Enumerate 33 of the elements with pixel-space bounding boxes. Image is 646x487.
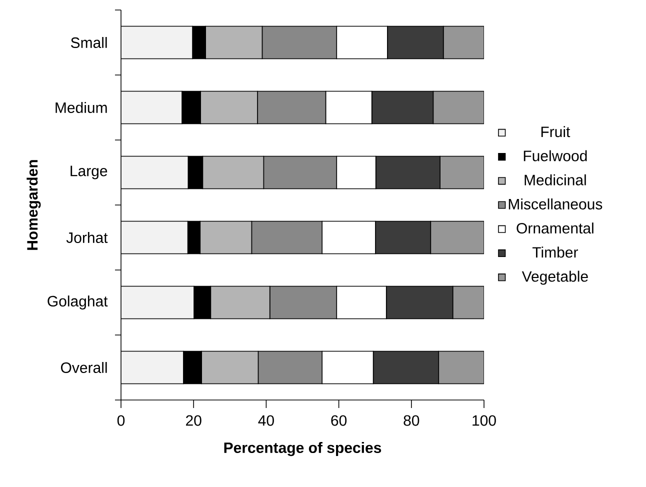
y-tick-label: Golaghat xyxy=(48,296,108,310)
legend-label: Miscellaneous xyxy=(508,198,602,210)
x-tick-label: 80 xyxy=(404,415,420,426)
bar xyxy=(440,156,484,190)
bar xyxy=(121,156,189,190)
legend-label: Fuelwood xyxy=(524,150,587,162)
bar xyxy=(121,90,182,124)
bar xyxy=(432,90,484,124)
bar xyxy=(438,350,484,384)
bar xyxy=(121,286,194,320)
text: Fruit xyxy=(541,126,570,138)
x-axis-title: Percentage of species xyxy=(224,442,382,456)
legend-label: Vegetable xyxy=(522,270,588,285)
x-tick-label: 100 xyxy=(472,415,496,426)
legend-label: Medicinal xyxy=(524,174,586,186)
y-tick-label: Small xyxy=(70,36,107,48)
y-tick-label: Medium xyxy=(56,102,107,114)
bar xyxy=(452,286,484,320)
y-tick-label: Large xyxy=(70,166,108,180)
bar xyxy=(121,26,193,60)
x-tick-label: 60 xyxy=(331,415,347,426)
y-tick-label: Jorhat xyxy=(66,232,108,244)
y-tick-label: Overall xyxy=(60,362,107,374)
legend-label: Ornamental xyxy=(516,222,594,234)
x-tick-label: 40 xyxy=(258,415,274,426)
y-axis-title: Homegarden xyxy=(26,160,41,250)
bar xyxy=(430,220,484,254)
bar xyxy=(121,220,188,254)
x-tick-label: 0 xyxy=(117,415,125,426)
bar xyxy=(121,350,184,384)
x-tick-label: 20 xyxy=(186,415,202,426)
legend-label: Timber xyxy=(532,246,578,258)
bar xyxy=(442,26,484,60)
